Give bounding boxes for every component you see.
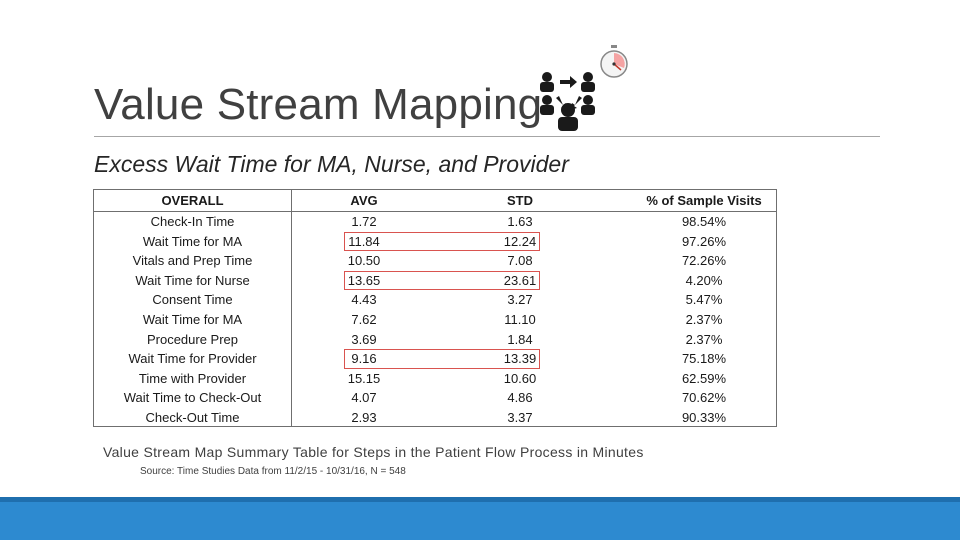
step-cell: Wait Time to Check-Out bbox=[123, 390, 262, 406]
pct-cell: 62.59% bbox=[681, 370, 727, 386]
step-cell: Procedure Prep bbox=[146, 331, 239, 347]
step-cell: Time with Provider bbox=[138, 370, 247, 386]
pct-cell: 97.26% bbox=[681, 233, 727, 249]
wait-time-highlight-box bbox=[344, 349, 540, 369]
std-cell: 12.24 bbox=[503, 233, 537, 249]
step-cell: Consent Time bbox=[152, 292, 233, 308]
wait-time-highlight-box bbox=[344, 270, 540, 291]
avg-cell: 10.50 bbox=[347, 253, 381, 269]
pct-cell: 72.26% bbox=[681, 253, 727, 269]
std-cell: 23.61 bbox=[503, 272, 537, 288]
header-avg: AVG bbox=[350, 193, 378, 208]
std-cell: 11.10 bbox=[504, 312, 536, 327]
header-rule bbox=[94, 211, 776, 212]
avg-cell: 7.62 bbox=[351, 312, 377, 327]
std-cell: 10.60 bbox=[503, 370, 537, 386]
people-workflow-icon bbox=[540, 72, 595, 131]
std-cell: 1.84 bbox=[507, 331, 533, 347]
footer-stripe bbox=[0, 497, 960, 502]
step-cell: Check-Out Time bbox=[145, 410, 240, 425]
avg-cell: 13.65 bbox=[347, 272, 381, 288]
step-cell: Check-In Time bbox=[150, 214, 235, 229]
pct-cell: 5.47% bbox=[685, 292, 723, 308]
step-cell: Wait Time for Provider bbox=[128, 351, 257, 367]
slide-subtitle: Excess Wait Time for MA, Nurse, and Prov… bbox=[94, 151, 569, 177]
std-cell: 3.27 bbox=[507, 292, 533, 308]
summary-table: OVERALL AVG STD % of Sample Visits Check… bbox=[93, 189, 777, 427]
avg-cell: 4.43 bbox=[351, 292, 377, 308]
avg-cell: 15.15 bbox=[347, 370, 381, 386]
avg-cell: 9.16 bbox=[351, 351, 377, 367]
header-overall: OVERALL bbox=[161, 193, 224, 208]
avg-cell: 1.72 bbox=[351, 214, 377, 229]
pct-cell: 70.62% bbox=[681, 390, 727, 406]
step-cell: Vitals and Prep Time bbox=[132, 253, 253, 269]
table-caption: Value Stream Map Summary Table for Steps… bbox=[103, 444, 644, 460]
avg-cell: 4.07 bbox=[351, 390, 377, 406]
header-pct-sample-visits: % of Sample Visits bbox=[646, 193, 762, 208]
header-std: STD bbox=[507, 193, 533, 208]
std-cell: 7.08 bbox=[507, 253, 533, 269]
stopwatch-icon bbox=[600, 45, 628, 78]
pct-cell: 2.37% bbox=[685, 331, 723, 347]
pct-cell: 2.37% bbox=[685, 312, 723, 327]
avg-cell: 3.69 bbox=[351, 331, 377, 347]
avg-cell: 2.93 bbox=[351, 410, 377, 425]
pct-cell: 98.54% bbox=[681, 214, 727, 229]
title-divider bbox=[94, 136, 880, 137]
data-source-note: Source: Time Studies Data from 11/2/15 -… bbox=[140, 466, 406, 477]
pct-cell: 75.18% bbox=[681, 351, 727, 367]
pct-cell: 4.20% bbox=[685, 272, 723, 288]
column-divider bbox=[291, 190, 292, 426]
std-cell: 4.86 bbox=[507, 390, 533, 406]
std-cell: 1.63 bbox=[507, 214, 533, 229]
avg-cell: 11.84 bbox=[348, 233, 380, 249]
footer-band bbox=[0, 497, 960, 540]
step-cell: Wait Time for Nurse bbox=[135, 272, 250, 288]
pct-cell: 90.33% bbox=[681, 410, 727, 425]
step-cell: Wait Time for MA bbox=[142, 312, 243, 327]
std-cell: 3.37 bbox=[507, 410, 533, 425]
step-cell: Wait Time for MA bbox=[142, 233, 243, 249]
slide-title: Value Stream Mapping bbox=[94, 80, 543, 129]
wait-time-highlight-box bbox=[344, 231, 540, 252]
std-cell: 13.39 bbox=[503, 351, 537, 367]
